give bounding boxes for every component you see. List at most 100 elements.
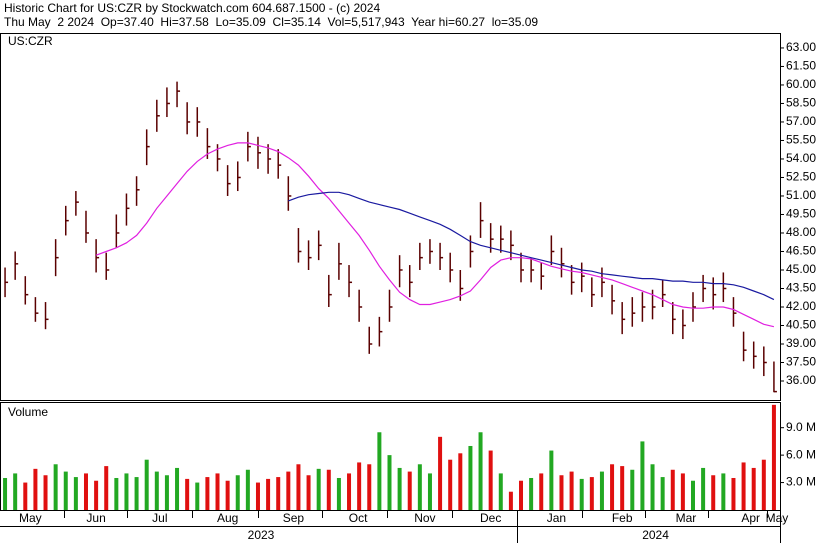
y-tick-label: 54.00 (786, 151, 816, 165)
y-tick-label: 51.00 (786, 188, 816, 202)
volume-bar (549, 450, 554, 510)
volume-bar (134, 477, 139, 510)
volume-bar (690, 480, 695, 510)
volume-bar (124, 473, 129, 510)
volume-bar (731, 477, 736, 510)
volume-bar (721, 473, 726, 510)
volume-bar (751, 467, 756, 510)
volume-bar (417, 464, 422, 510)
x-tick-label: Mar (676, 511, 697, 525)
x-tick-label: Apr (741, 511, 760, 525)
x-tick-label: Oct (349, 511, 368, 525)
volume-bar (185, 478, 190, 510)
volume-bar (498, 473, 503, 510)
y-tick-label: 49.50 (786, 207, 816, 221)
volume-bar (114, 477, 119, 510)
volume-label: Volume (8, 405, 48, 419)
volume-bar (468, 445, 473, 510)
volume-bar (276, 477, 281, 510)
x-tick-label: Jun (86, 511, 105, 525)
volume-bar (438, 436, 443, 510)
x-tick-label: May (19, 511, 42, 525)
volume-bar (215, 473, 220, 510)
volume-bar (316, 468, 321, 510)
volume-bar (771, 404, 776, 510)
y-tick-label: 52.50 (786, 170, 816, 184)
volume-bar (761, 459, 766, 510)
volume-frame (0, 402, 781, 511)
y-tick-label: 48.00 (786, 225, 816, 239)
volume-bar (296, 464, 301, 510)
volume-bar (367, 464, 372, 510)
x-tick-label: Sep (283, 511, 305, 525)
volume-bar (377, 432, 382, 510)
volume-bar (225, 480, 230, 510)
y-tick-label: 36.00 (786, 373, 816, 387)
y-tick-label: 57.00 (786, 114, 816, 128)
volume-bar (630, 469, 635, 510)
volume-bar (73, 477, 78, 510)
volume-bar (620, 466, 625, 510)
y-tick-label: 60.00 (786, 77, 816, 91)
volume-bar (336, 477, 341, 510)
volume-bar (53, 464, 58, 510)
volume-bar (175, 467, 180, 510)
volume-bar (387, 455, 392, 510)
y-tick-label: 37.50 (786, 355, 816, 369)
y-tick-label: 45.00 (786, 262, 816, 276)
volume-bar (286, 471, 291, 510)
volume-bar (23, 482, 28, 510)
y-tick-label: 39.00 (786, 336, 816, 350)
volume-bar (33, 468, 38, 510)
volume-bar (43, 475, 48, 510)
volume-bar (3, 477, 8, 510)
y-tick-label: 43.50 (786, 281, 816, 295)
volume-bar (599, 471, 604, 510)
volume-bar (650, 464, 655, 510)
volume-bar (579, 478, 584, 510)
volume-bar (397, 467, 402, 510)
volume-bar (589, 477, 594, 510)
moving-average (95, 142, 775, 328)
volume-bar (195, 482, 200, 510)
volume-bar (569, 471, 574, 510)
volume-bar (154, 471, 159, 510)
volume-bar (741, 462, 746, 510)
volume-bar (347, 473, 352, 510)
volume-tick-label: 9.0 M (786, 420, 816, 434)
x-tick-label: Aug (217, 511, 238, 525)
volume-bar (164, 475, 169, 510)
y-tick-label: 46.50 (786, 244, 816, 258)
x-tick-label: Feb (612, 511, 633, 525)
y-tick-label: 42.00 (786, 299, 816, 313)
volume-bar (104, 466, 109, 510)
volume-bar (266, 478, 271, 510)
volume-bar (670, 469, 675, 510)
volume-bar (610, 464, 615, 510)
y-tick-label: 63.00 (786, 40, 816, 54)
x-tick-label: Jul (152, 511, 167, 525)
volume-bar (326, 469, 331, 510)
y-tick-label: 40.50 (786, 318, 816, 332)
volume-bar (488, 450, 493, 510)
x-tick-label: Jan (547, 511, 566, 525)
header-line1: Historic Chart for US:CZR by Stockwatch.… (4, 1, 380, 15)
volume-bar (63, 471, 68, 510)
x-tick-label: Dec (480, 511, 501, 525)
price-frame (0, 33, 781, 401)
year-label: 2024 (642, 528, 669, 542)
volume-bar (144, 459, 149, 510)
volume-bar (94, 480, 99, 510)
volume-bar (83, 473, 88, 510)
symbol-label: US:CZR (8, 34, 53, 48)
volume-bar (701, 467, 706, 510)
moving-average (288, 191, 775, 301)
volume-bar (711, 475, 716, 510)
volume-bar (529, 477, 534, 510)
y-tick-label: 58.50 (786, 96, 816, 110)
y-tick-label: 55.50 (786, 133, 816, 147)
volume-bar (519, 480, 524, 510)
volume-bar (306, 475, 311, 510)
